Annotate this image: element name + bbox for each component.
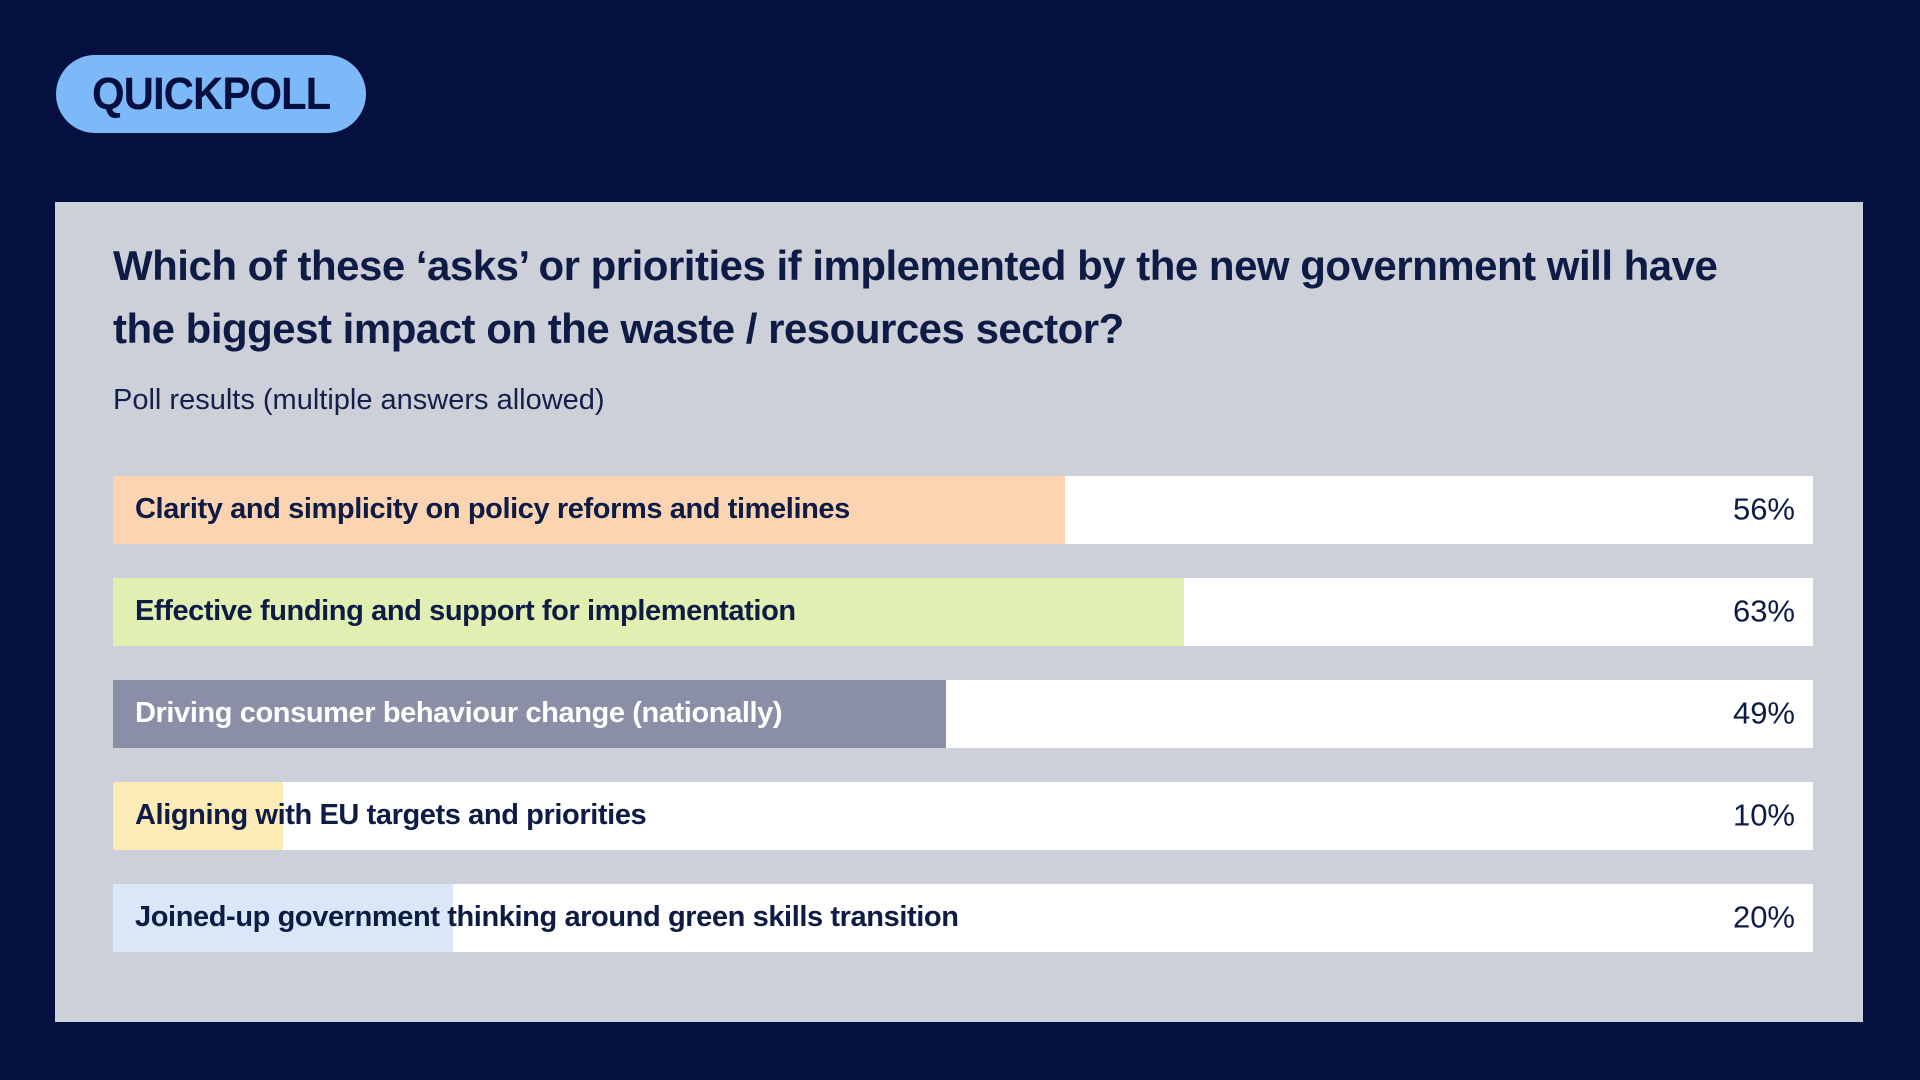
result-row: Aligning with EU targets and priorities … <box>113 782 1813 850</box>
result-row: Driving consumer behaviour change (natio… <box>113 680 1813 748</box>
bar-percent: 10% <box>1732 797 1795 833</box>
poll-card: Which of these ‘asks’ or priorities if i… <box>55 202 1863 1022</box>
bar-label: Driving consumer behaviour change (natio… <box>135 696 783 729</box>
poll-title: Which of these ‘asks’ or priorities if i… <box>113 242 1718 352</box>
bar-fill <box>113 680 946 748</box>
quickpoll-badge-label: QUICKPOLL <box>92 68 331 119</box>
results-list: Clarity and simplicity on policy reforms… <box>113 476 1813 986</box>
bar-label: Effective funding and support for implem… <box>135 594 796 627</box>
bar-label: Joined-up government thinking around gre… <box>135 900 959 933</box>
bar-fill <box>113 476 1065 544</box>
poll-subtitle: Poll results (multiple answers allowed) <box>113 384 605 416</box>
result-row: Clarity and simplicity on policy reforms… <box>113 476 1813 544</box>
bar-percent: 20% <box>1732 899 1795 935</box>
bar-percent: 63% <box>1732 593 1795 629</box>
result-row: Effective funding and support for implem… <box>113 578 1813 646</box>
bar-label: Aligning with EU targets and priorities <box>135 798 647 831</box>
result-row: Joined-up government thinking around gre… <box>113 884 1813 952</box>
bar-percent: 49% <box>1732 695 1795 731</box>
bar-percent: 56% <box>1732 491 1795 527</box>
bar-fill <box>113 884 453 952</box>
bar-fill <box>113 578 1184 646</box>
quickpoll-badge: QUICKPOLL <box>56 55 367 133</box>
bar-fill <box>113 782 283 850</box>
bar-label: Clarity and simplicity on policy reforms… <box>135 492 850 525</box>
